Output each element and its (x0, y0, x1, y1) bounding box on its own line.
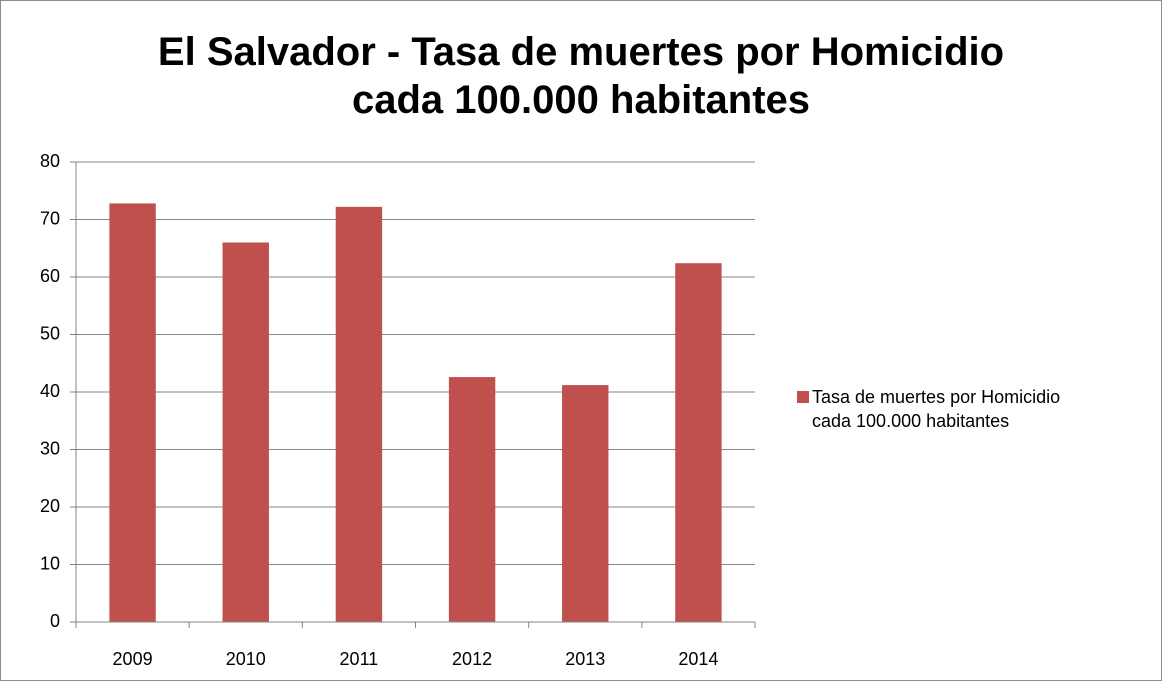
y-tick-label: 0 (50, 611, 60, 631)
x-tick-label: 2009 (113, 649, 153, 669)
bar (222, 242, 269, 622)
y-tick-label: 30 (40, 438, 60, 458)
y-tick-label: 80 (40, 151, 60, 171)
bar (335, 206, 383, 622)
legend-label: Tasa de muertes por Homicidio cada 100.0… (812, 387, 1061, 431)
bar (109, 203, 156, 622)
x-tick-label: 2010 (226, 649, 266, 669)
bar (448, 377, 496, 622)
bar (675, 263, 722, 622)
y-tick-label: 70 (40, 208, 60, 228)
x-tick-label: 2013 (565, 649, 605, 669)
x-tick-label: 2011 (340, 649, 379, 669)
y-tick-label: 20 (40, 496, 60, 516)
x-tick-label: 2012 (452, 649, 492, 669)
legend-key (797, 391, 809, 403)
y-tick-label: 50 (40, 323, 60, 343)
y-tick-label: 60 (40, 266, 60, 286)
y-tick-label: 10 (40, 553, 60, 573)
chart-title: El Salvador - Tasa de muertes por Homici… (157, 30, 1005, 122)
x-tick-label: 2014 (678, 649, 718, 669)
bar (562, 385, 609, 622)
y-tick-label: 40 (40, 381, 60, 401)
